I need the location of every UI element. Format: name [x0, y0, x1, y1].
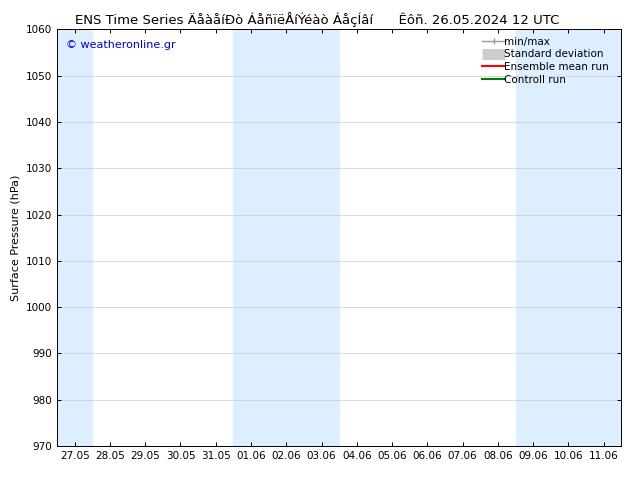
Y-axis label: Surface Pressure (hPa): Surface Pressure (hPa) [10, 174, 20, 301]
Bar [57, 29, 93, 446]
Text: ENS Time Series ÄåàåíÐò ÁåñïëÅíÝéàò ÁåçÍâí      Êôñ. 26.05.2024 12 UTC: ENS Time Series ÄåàåíÐò ÁåñïëÅíÝéàò ÁåçÍ… [75, 12, 559, 27]
Text: © weatheronline.gr: © weatheronline.gr [65, 40, 175, 50]
Bar [233, 29, 339, 446]
Legend: min/max, Standard deviation, Ensemble mean run, Controll run: min/max, Standard deviation, Ensemble me… [480, 35, 616, 87]
Bar [515, 29, 621, 446]
